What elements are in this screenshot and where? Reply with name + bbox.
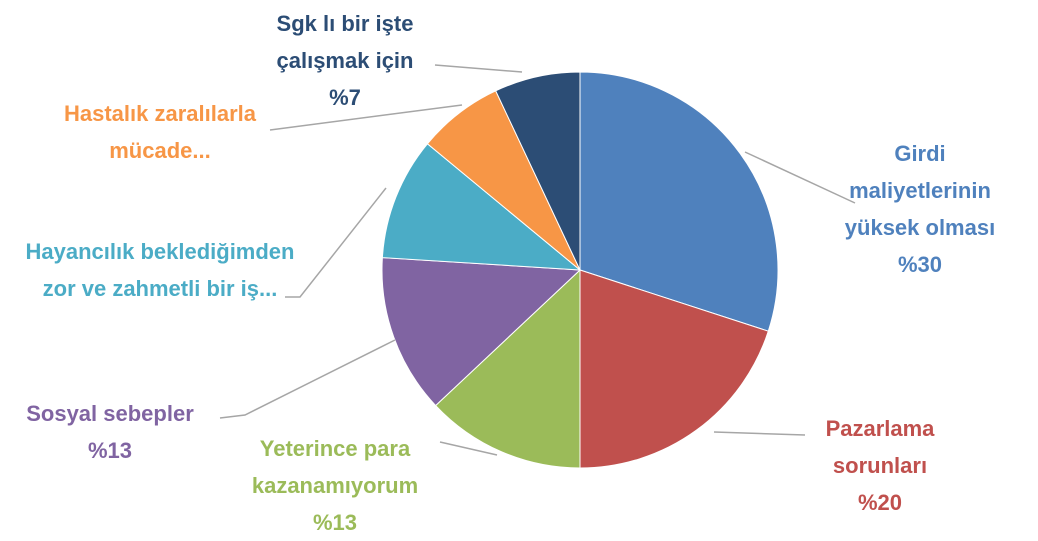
slice-label: Hayancılık beklediğimden zor ve zahmetli…	[15, 233, 305, 307]
category-label: Pazarlama sorunları	[825, 416, 935, 478]
value-label: %30	[897, 252, 943, 277]
pie-slice	[434, 268, 581, 469]
slice-label: Yeterince para kazanamıyorum %13	[225, 430, 445, 541]
value-label: %13	[87, 438, 133, 463]
pie-slice	[579, 71, 779, 332]
category-label: Sosyal sebepler	[26, 401, 194, 426]
leader-line	[219, 339, 396, 419]
pie-slice	[381, 257, 582, 407]
leader-line	[713, 431, 806, 436]
leader-line	[744, 151, 856, 204]
category-label: Hastalık zaralılarla mücade...	[63, 101, 256, 163]
pie-slice	[579, 269, 769, 469]
category-label: Hayancılık beklediğimden zor ve zahmetli…	[25, 239, 295, 301]
value-label: %7	[329, 85, 361, 110]
slice-label: Sgk lı bir işte çalışmak için %7	[245, 5, 445, 116]
leader-line	[285, 187, 387, 298]
category-label: Girdi maliyetlerinin yüksek olması	[844, 141, 996, 240]
slice-label: Hastalık zaralılarla mücade...	[30, 95, 290, 169]
leader-line	[269, 104, 463, 131]
slice-label: Pazarlama sorunları %20	[805, 410, 955, 521]
value-label: %20	[857, 490, 903, 515]
category-label: Yeterince para kazanamıyorum	[251, 436, 419, 498]
pie-slice	[495, 71, 581, 271]
pie-slice	[381, 143, 582, 271]
leader-line	[439, 441, 498, 456]
slice-label: Girdi maliyetlerinin yüksek olması %30	[835, 135, 1005, 283]
value-label: %13	[312, 510, 358, 535]
slice-label: Sosyal sebepler %13	[10, 395, 210, 469]
leader-line	[434, 64, 523, 73]
category-label: Sgk lı bir işte çalışmak için	[276, 11, 414, 73]
